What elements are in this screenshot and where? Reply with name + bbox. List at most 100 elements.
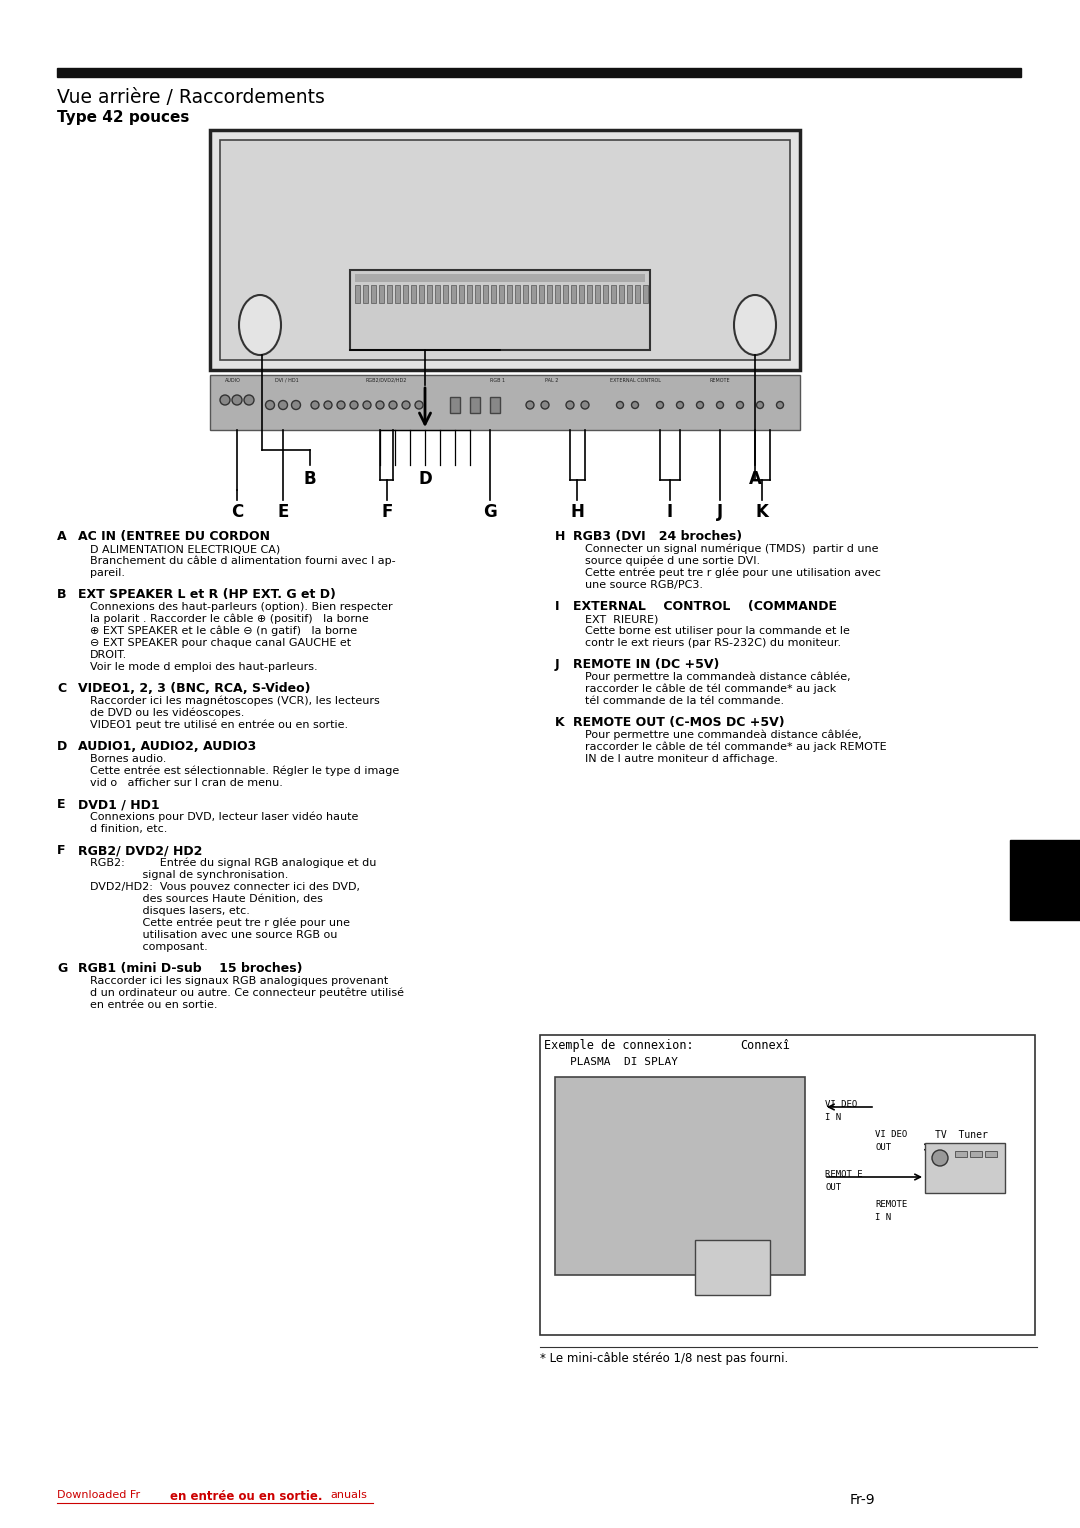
Text: * Le mini-câble stéréo 1/8 nest pas fourni.: * Le mini-câble stéréo 1/8 nest pas four… <box>540 1352 788 1365</box>
Text: C: C <box>231 503 243 521</box>
Text: source quipée d une sortie DVI.: source quipée d une sortie DVI. <box>585 556 760 567</box>
Circle shape <box>292 400 300 410</box>
Circle shape <box>311 400 319 410</box>
Circle shape <box>756 402 764 408</box>
Text: Connecter un signal numérique (TMDS)  partir d une: Connecter un signal numérique (TMDS) par… <box>585 544 878 555</box>
Text: contr le ext rieurs (par RS-232C) du moniteur.: contr le ext rieurs (par RS-232C) du mon… <box>585 639 841 648</box>
Bar <box>603 286 608 303</box>
Circle shape <box>541 400 549 410</box>
Text: Branchement du câble d alimentation fourni avec l ap-: Branchement du câble d alimentation four… <box>90 556 395 567</box>
Bar <box>387 286 392 303</box>
Text: B: B <box>303 471 316 487</box>
Text: ⊕ EXT SPEAKER et le câble ⊖ (n gatif)   la borne: ⊕ EXT SPEAKER et le câble ⊖ (n gatif) la… <box>90 626 357 637</box>
Text: VIDEO1 peut tre utilisé en entrée ou en sortie.: VIDEO1 peut tre utilisé en entrée ou en … <box>90 720 348 730</box>
Bar <box>595 286 600 303</box>
Text: VI DEO: VI DEO <box>825 1100 858 1109</box>
Text: RGB2:          Entrée du signal RGB analogique et du: RGB2: Entrée du signal RGB analogique et… <box>90 859 376 868</box>
Text: I: I <box>667 503 673 521</box>
Circle shape <box>581 400 589 410</box>
Text: signal de synchronisation.: signal de synchronisation. <box>90 869 288 880</box>
Text: DVD2/HD2:  Vous pouvez connecter ici des DVD,: DVD2/HD2: Vous pouvez connecter ici des … <box>90 882 360 892</box>
Text: anuals: anuals <box>330 1490 367 1500</box>
Bar <box>443 286 448 303</box>
Bar <box>555 1077 805 1274</box>
Text: Bornes audio.: Bornes audio. <box>90 753 166 764</box>
Circle shape <box>716 402 724 408</box>
Text: C: C <box>57 681 66 695</box>
Text: raccorder le câble de tél commande* au jack REMOTE: raccorder le câble de tél commande* au j… <box>585 743 887 752</box>
Bar <box>571 286 576 303</box>
Bar <box>499 286 504 303</box>
Text: PAL 2: PAL 2 <box>545 377 558 384</box>
Text: EXT SPEAKER L et R (HP EXT. G et D): EXT SPEAKER L et R (HP EXT. G et D) <box>78 588 336 601</box>
Circle shape <box>279 400 287 410</box>
Circle shape <box>777 402 783 408</box>
Bar <box>955 1151 967 1157</box>
Text: I N: I N <box>825 1112 841 1122</box>
Bar <box>924 1143 1005 1193</box>
Bar <box>210 130 800 370</box>
Text: D: D <box>57 740 67 753</box>
Text: TV  Tuner: TV Tuner <box>698 1242 743 1251</box>
Text: D: D <box>418 471 432 487</box>
Text: RGB 1: RGB 1 <box>490 377 505 384</box>
Text: AC IN (ENTREE DU CORDON: AC IN (ENTREE DU CORDON <box>78 530 270 542</box>
Text: Carrier  fHz :  38kHz: Carrier fHz : 38kHz <box>698 1268 787 1274</box>
Bar <box>531 286 536 303</box>
Circle shape <box>566 400 573 410</box>
Text: H: H <box>570 503 584 521</box>
Text: tél commande de la tél commande.: tél commande de la tél commande. <box>585 695 784 706</box>
Bar <box>588 286 592 303</box>
Text: EXTERNAL CONTROL: EXTERNAL CONTROL <box>610 377 661 384</box>
Circle shape <box>402 400 410 410</box>
Text: vid o   afficher sur l cran de menu.: vid o afficher sur l cran de menu. <box>90 778 283 788</box>
Bar <box>379 286 384 303</box>
Text: Cette entrée peut tre r glée pour une: Cette entrée peut tre r glée pour une <box>90 918 350 929</box>
Text: composant.: composant. <box>90 941 207 952</box>
Text: J: J <box>555 659 559 671</box>
Bar <box>355 286 360 303</box>
Bar <box>507 286 512 303</box>
Text: REMOTE: REMOTE <box>710 377 731 384</box>
Text: raccorder le câble de tél commande* au jack: raccorder le câble de tél commande* au j… <box>585 685 836 695</box>
Circle shape <box>244 396 254 405</box>
Circle shape <box>376 400 384 410</box>
Bar <box>470 397 480 413</box>
Text: EXT  RIEURE): EXT RIEURE) <box>585 614 659 623</box>
Text: Connexions pour DVD, lecteur laser vidéo haute: Connexions pour DVD, lecteur laser vidéo… <box>90 811 359 822</box>
Ellipse shape <box>734 295 777 354</box>
Bar <box>355 274 645 283</box>
Text: RGB2/DVD2/HD2: RGB2/DVD2/HD2 <box>365 377 406 384</box>
Text: OUT: OUT <box>875 1143 891 1152</box>
Text: utilisation avec une source RGB ou: utilisation avec une source RGB ou <box>90 931 337 940</box>
Bar <box>350 270 650 350</box>
Bar <box>419 286 424 303</box>
Bar <box>210 374 800 429</box>
Bar <box>970 1151 982 1157</box>
Bar <box>475 286 480 303</box>
Text: DVI / HD1: DVI / HD1 <box>275 377 299 384</box>
Text: Connexions des haut-parleurs (option). Bien respecter: Connexions des haut-parleurs (option). B… <box>90 602 393 613</box>
Bar <box>696 1241 770 1296</box>
Text: A: A <box>748 471 761 487</box>
Text: de DVD ou les vidéoscopes.: de DVD ou les vidéoscopes. <box>90 707 244 718</box>
Bar <box>546 286 552 303</box>
Text: H: H <box>555 530 565 542</box>
Circle shape <box>737 402 743 408</box>
Circle shape <box>266 400 274 410</box>
Text: Voir le mode d emploi des haut-parleurs.: Voir le mode d emploi des haut-parleurs. <box>90 662 318 672</box>
Bar <box>363 286 368 303</box>
Text: I N: I N <box>875 1213 891 1222</box>
Circle shape <box>932 1151 948 1166</box>
Text: des sources Haute Dénition, des: des sources Haute Dénition, des <box>90 894 323 905</box>
Text: Downloaded Fr: Downloaded Fr <box>57 1490 140 1500</box>
Text: K: K <box>555 717 565 729</box>
Text: PLASMA  DI SPLAY: PLASMA DI SPLAY <box>570 1057 678 1067</box>
Bar <box>523 286 528 303</box>
Bar <box>490 397 500 413</box>
Text: disques lasers, etc.: disques lasers, etc. <box>90 906 249 915</box>
Circle shape <box>337 400 345 410</box>
Text: en entrée ou en sortie.: en entrée ou en sortie. <box>170 1490 323 1504</box>
Circle shape <box>363 400 372 410</box>
Circle shape <box>415 400 423 410</box>
